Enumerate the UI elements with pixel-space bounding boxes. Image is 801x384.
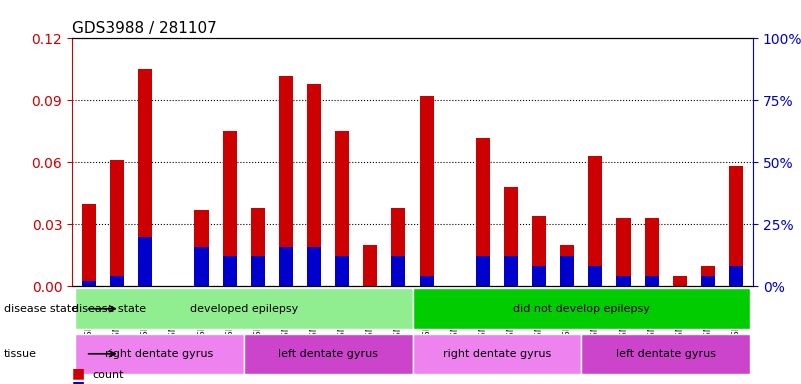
Bar bbox=[195, 210, 208, 286]
Bar bbox=[589, 156, 602, 286]
Bar bbox=[335, 131, 349, 286]
Bar bbox=[307, 84, 321, 286]
Bar bbox=[729, 266, 743, 286]
Bar bbox=[532, 216, 546, 286]
Bar bbox=[279, 76, 293, 286]
FancyBboxPatch shape bbox=[75, 334, 244, 374]
Bar bbox=[82, 281, 96, 286]
FancyBboxPatch shape bbox=[413, 334, 582, 374]
Bar bbox=[420, 276, 433, 286]
Bar bbox=[82, 204, 96, 286]
Bar bbox=[532, 266, 546, 286]
Text: disease state: disease state bbox=[4, 304, 78, 314]
FancyBboxPatch shape bbox=[413, 288, 750, 329]
Bar bbox=[110, 160, 124, 286]
Bar bbox=[701, 276, 715, 286]
Bar bbox=[476, 137, 490, 286]
Bar bbox=[589, 266, 602, 286]
Bar bbox=[392, 257, 405, 286]
Bar bbox=[392, 208, 405, 286]
Bar bbox=[139, 70, 152, 286]
Bar bbox=[251, 257, 265, 286]
Bar bbox=[139, 237, 152, 286]
Text: right dentate gyrus: right dentate gyrus bbox=[443, 349, 551, 359]
Text: ■: ■ bbox=[72, 366, 85, 380]
Text: left dentate gyrus: left dentate gyrus bbox=[616, 349, 716, 359]
Bar bbox=[645, 218, 658, 286]
Text: disease state: disease state bbox=[72, 304, 147, 314]
Bar bbox=[560, 245, 574, 286]
Text: GDS3988 / 281107: GDS3988 / 281107 bbox=[72, 21, 217, 36]
Bar bbox=[307, 247, 321, 286]
Bar bbox=[504, 187, 518, 286]
Bar bbox=[504, 257, 518, 286]
Bar bbox=[279, 247, 293, 286]
Bar bbox=[729, 166, 743, 286]
FancyBboxPatch shape bbox=[75, 288, 413, 329]
Bar bbox=[223, 257, 236, 286]
Bar bbox=[701, 266, 715, 286]
Text: tissue: tissue bbox=[4, 349, 37, 359]
Bar bbox=[223, 131, 236, 286]
Text: count: count bbox=[92, 370, 123, 380]
Bar bbox=[617, 218, 630, 286]
Bar bbox=[645, 276, 658, 286]
Text: right dentate gyrus: right dentate gyrus bbox=[105, 349, 213, 359]
Bar bbox=[560, 257, 574, 286]
Text: ■: ■ bbox=[72, 380, 85, 384]
Bar bbox=[673, 276, 686, 286]
Bar bbox=[420, 96, 433, 286]
Bar bbox=[110, 276, 124, 286]
Text: developed epilepsy: developed epilepsy bbox=[190, 304, 298, 314]
Bar bbox=[335, 257, 349, 286]
Bar bbox=[364, 245, 377, 286]
Bar bbox=[195, 247, 208, 286]
Bar bbox=[617, 276, 630, 286]
Text: left dentate gyrus: left dentate gyrus bbox=[278, 349, 378, 359]
Bar bbox=[251, 208, 265, 286]
FancyBboxPatch shape bbox=[582, 334, 750, 374]
Bar bbox=[476, 257, 490, 286]
Text: did not develop epilepsy: did not develop epilepsy bbox=[513, 304, 650, 314]
FancyBboxPatch shape bbox=[244, 334, 413, 374]
